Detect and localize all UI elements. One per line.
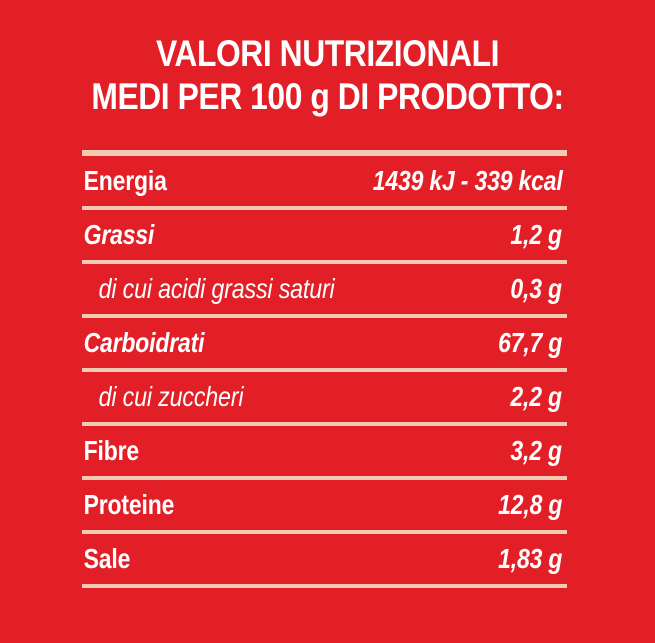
row-divider — [82, 422, 567, 426]
label-fibre: Fibre — [83, 435, 139, 466]
table-top-rule — [82, 150, 567, 156]
title-line-1: VALORI NUTRIZIONALI — [155, 33, 500, 74]
row-grassi: Grassi 1,2 g — [82, 210, 567, 260]
value-energia: 1439 kJ - 339 kcal — [372, 165, 563, 196]
value-sale: 1,83 g — [497, 543, 563, 574]
label-zuccheri: di cui zuccheri — [98, 381, 244, 412]
value-fibre: 3,2 g — [510, 435, 563, 466]
value-grassi: 1,2 g — [510, 219, 563, 250]
value-acidi-grassi-saturi: 0,3 g — [510, 273, 563, 304]
title-line-2: MEDI PER 100 g DI PRODOTTO: — [91, 76, 564, 117]
row-sale: Sale 1,83 g — [82, 534, 567, 584]
row-zuccheri: di cui zuccheri 2,2 g — [82, 372, 567, 422]
table-bottom-rule — [82, 584, 567, 588]
row-divider — [82, 368, 567, 372]
value-proteine: 12,8 g — [497, 489, 563, 520]
value-zuccheri: 2,2 g — [510, 381, 563, 412]
nutrition-table: Energia 1439 kJ - 339 kcal Grassi 1,2 g … — [82, 150, 567, 588]
row-energia: Energia 1439 kJ - 339 kcal — [82, 156, 567, 206]
label-proteine: Proteine — [83, 489, 175, 520]
label-sale: Sale — [83, 543, 131, 574]
label-grassi: Grassi — [83, 219, 155, 250]
row-divider — [82, 260, 567, 264]
row-fibre: Fibre 3,2 g — [82, 426, 567, 476]
value-carboidrati: 67,7 g — [497, 327, 563, 358]
row-proteine: Proteine 12,8 g — [82, 480, 567, 530]
row-divider — [82, 314, 567, 318]
nutrition-title: VALORI NUTRIZIONALI MEDI PER 100 g DI PR… — [46, 32, 609, 118]
row-acidi-grassi-saturi: di cui acidi grassi saturi 0,3 g — [82, 264, 567, 314]
label-acidi-grassi-saturi: di cui acidi grassi saturi — [98, 273, 335, 304]
row-carboidrati: Carboidrati 67,7 g — [82, 318, 567, 368]
label-energia: Energia — [83, 165, 167, 196]
row-divider — [82, 206, 567, 210]
row-divider — [82, 530, 567, 534]
row-divider — [82, 476, 567, 480]
label-carboidrati: Carboidrati — [83, 327, 205, 358]
